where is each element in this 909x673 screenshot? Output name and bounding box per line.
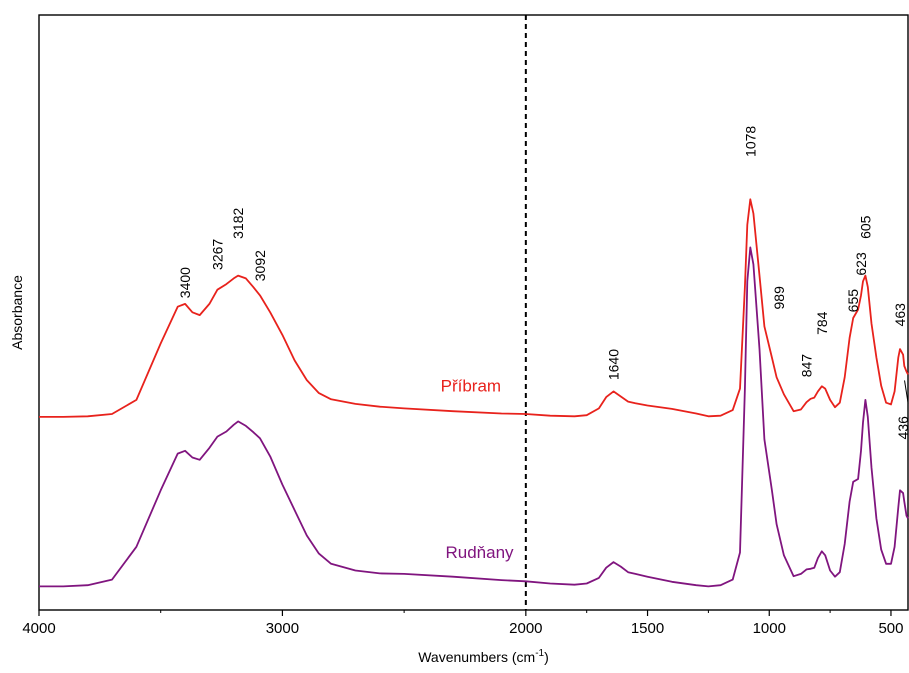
peak-label-3400: 3400 (177, 267, 193, 298)
peak-label-605: 605 (857, 215, 873, 239)
peak-leader-436 (904, 380, 909, 404)
peak-label-989: 989 (771, 286, 787, 310)
peak-label-3182: 3182 (230, 208, 246, 239)
peak-label-436: 436 (895, 416, 909, 440)
plot-frame (38, 14, 909, 611)
peak-label-623: 623 (853, 252, 869, 276)
x-tick-label-4000: 4000 (22, 620, 55, 637)
x-axis-label-main: Wavenumbers (cm (418, 649, 535, 665)
x-axis-label-close: ) (544, 649, 549, 665)
x-tick-label-500: 500 (878, 620, 903, 637)
x-tick-label-2000: 2000 (509, 620, 542, 637)
x-tick-label-3000: 3000 (266, 620, 299, 637)
series-line-0 (39, 198, 909, 418)
x-tick-label-1500: 1500 (631, 620, 664, 637)
axes-layer: 4000 3000 2000 1500 1000 500 (22, 14, 909, 637)
peak-label-3092: 3092 (252, 250, 268, 281)
peak-label-847: 847 (798, 354, 814, 378)
x-tick-label-1000: 1000 (753, 620, 786, 637)
peak-label-463: 463 (892, 303, 908, 327)
peak-label-784: 784 (814, 311, 830, 335)
y-axis-label: Absorbance (9, 275, 25, 350)
x-axis-label: Wavenumbers (cm-1) (418, 648, 549, 665)
peak-label-3267: 3267 (209, 239, 225, 270)
series-label-0: Příbram (441, 376, 501, 395)
series-label-1: Rudňany (446, 543, 515, 562)
series-layer (39, 198, 909, 588)
peak-label-1078: 1078 (742, 126, 758, 157)
peak-label-1640: 1640 (605, 349, 621, 380)
peak-label-655: 655 (845, 289, 861, 313)
x-axis-label-superscript: -1 (535, 648, 544, 659)
series-line-1 (39, 246, 909, 588)
labels-layer: Absorbance Wavenumbers (cm-1) Příbram Rud… (9, 126, 909, 665)
